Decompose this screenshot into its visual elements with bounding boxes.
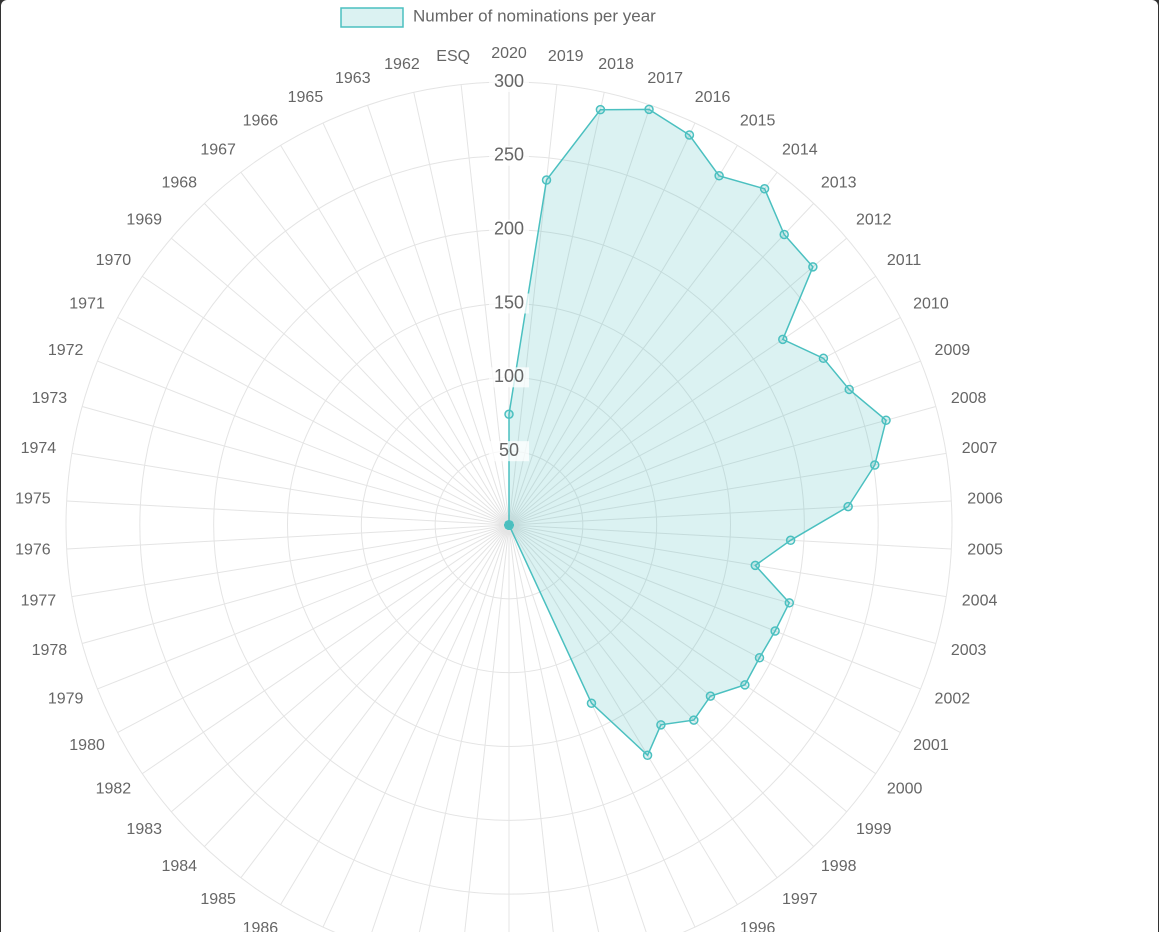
category-label: 1962 (384, 56, 420, 73)
r-tick-label: 50 (499, 440, 519, 460)
tick-backdrop (489, 367, 529, 388)
data-point (754, 653, 765, 663)
category-label: 1986 (243, 920, 279, 932)
tick-backdrop (489, 145, 529, 166)
data-point (844, 384, 854, 395)
data-point (504, 520, 514, 530)
category-label: 1985 (200, 891, 236, 908)
category-label: 1997 (782, 891, 818, 908)
category-label: 2001 (913, 737, 949, 754)
data-point (870, 460, 880, 470)
data-point (595, 104, 606, 115)
category-label: 2000 (887, 781, 923, 798)
category-label: 2002 (935, 691, 971, 708)
data-point (740, 680, 750, 690)
category-label: 2004 (962, 592, 998, 609)
tick-backdrop (489, 293, 529, 314)
spoke (418, 524, 510, 932)
category-label: 1975 (15, 491, 51, 508)
r-tick-label: 300 (494, 71, 524, 91)
data-point (759, 184, 770, 194)
category-label: 1970 (96, 252, 132, 269)
category-label: 1999 (856, 821, 892, 838)
category-label: 2014 (782, 141, 818, 158)
category-label: 2013 (821, 174, 857, 191)
category-label: 2008 (951, 390, 987, 407)
category-label: ESQ (436, 48, 470, 65)
category-label: 1966 (243, 113, 279, 130)
category-label: 2019 (548, 48, 584, 65)
category-label: 2006 (967, 491, 1003, 508)
tick-backdrop (489, 72, 529, 92)
category-label: 1979 (48, 691, 84, 708)
category-label: 1974 (21, 440, 57, 457)
data-point (504, 409, 514, 419)
r-tick-label: 150 (494, 292, 524, 312)
category-label: 1984 (161, 858, 197, 875)
category-label: 1976 (15, 542, 51, 559)
category-label: 1996 (740, 920, 776, 932)
category-label: 1969 (126, 211, 162, 228)
data-point (779, 229, 789, 240)
data-point (714, 171, 724, 181)
category-label: 1968 (161, 174, 197, 191)
legend: Number of nominations per year (340, 6, 656, 28)
category-label: 2020 (491, 45, 527, 62)
legend-label: Number of nominations per year (413, 6, 656, 25)
r-tick-label: 250 (494, 145, 524, 165)
category-label: 2017 (647, 70, 683, 87)
r-tick-label: 200 (494, 218, 524, 238)
category-label: 2011 (887, 252, 922, 269)
category-label: 2015 (740, 113, 776, 130)
category-label: 2007 (962, 440, 998, 457)
data-point (586, 698, 597, 708)
category-label: 1965 (288, 89, 324, 106)
category-label: 1967 (200, 141, 236, 158)
category-label: 2005 (967, 542, 1003, 559)
r-tick-label: 100 (494, 366, 524, 386)
data-point (541, 175, 552, 185)
data-point (684, 130, 695, 140)
data-point (705, 691, 716, 701)
data-point (689, 715, 699, 725)
data-point (642, 750, 653, 761)
category-label: 1980 (69, 737, 105, 754)
data-point (784, 598, 795, 608)
data-point (843, 501, 853, 512)
category-label: 2012 (856, 211, 892, 228)
data-point (656, 720, 666, 730)
data-point (808, 262, 818, 272)
data-point (818, 353, 829, 364)
category-label: 1998 (821, 858, 857, 875)
category-label: 1983 (126, 821, 162, 838)
category-label: 2016 (695, 89, 731, 106)
category-label: 2010 (913, 296, 949, 313)
category-label: 1982 (96, 781, 132, 798)
category-label: 1972 (48, 342, 84, 359)
series-area (508, 108, 887, 757)
data-point (778, 334, 788, 345)
data-point (770, 626, 780, 636)
tick-backdrop (489, 441, 529, 462)
category-label: 1963 (335, 70, 371, 87)
category-label: 2009 (935, 342, 971, 359)
tick-backdrop (489, 219, 529, 240)
category-label: 2018 (598, 56, 634, 73)
data-point (881, 415, 891, 426)
spoke (371, 524, 510, 932)
category-label: 1978 (32, 642, 68, 659)
data-point (785, 535, 796, 546)
data-point (750, 560, 761, 571)
category-label: 1973 (32, 390, 68, 407)
legend-swatch (340, 7, 404, 28)
category-label: 1971 (69, 296, 105, 313)
data-point (644, 104, 654, 115)
category-label: 1977 (21, 592, 57, 609)
category-label: 2003 (951, 642, 987, 659)
